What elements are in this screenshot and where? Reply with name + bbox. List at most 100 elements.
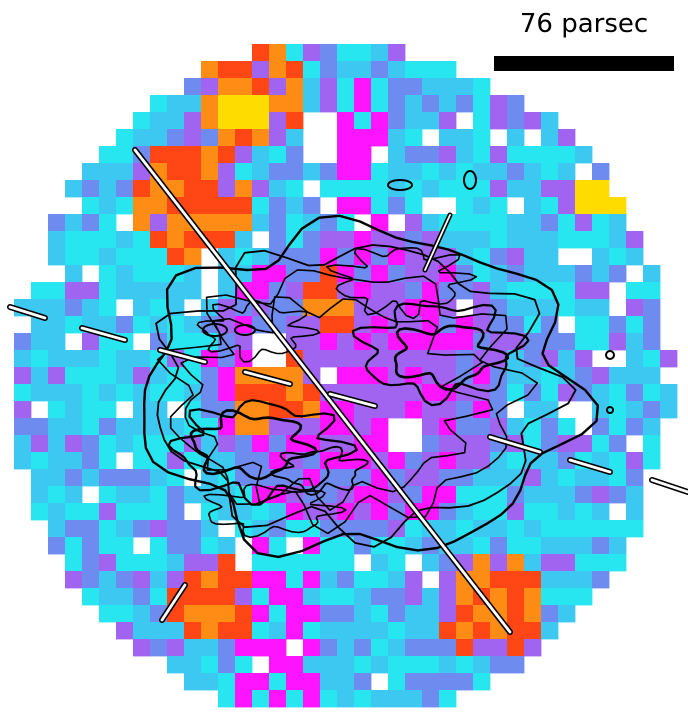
map-pixel (286, 112, 304, 130)
map-pixel (422, 690, 440, 708)
map-pixel (371, 418, 389, 436)
map-pixel (541, 401, 559, 419)
map-pixel (303, 248, 321, 266)
map-pixel (99, 520, 117, 538)
map-pixel (320, 605, 338, 623)
map-pixel (150, 333, 168, 351)
map-pixel (65, 554, 83, 572)
map-pixel (558, 469, 576, 487)
map-pixel (558, 554, 576, 572)
map-pixel (167, 503, 185, 521)
map-pixel (184, 656, 202, 674)
map-pixel (371, 520, 389, 538)
map-pixel (14, 452, 32, 470)
map-pixel (354, 639, 372, 657)
map-pixel (133, 401, 151, 419)
map-pixel (269, 537, 287, 555)
map-pixel (558, 197, 576, 215)
map-pixel (439, 571, 457, 589)
map-pixel (354, 673, 372, 691)
map-pixel (184, 605, 202, 623)
map-pixel (524, 112, 542, 130)
map-pixel (490, 333, 508, 351)
map-pixel (303, 78, 321, 96)
map-pixel (524, 503, 542, 521)
map-pixel (286, 571, 304, 589)
map-pixel (65, 435, 83, 453)
map-pixel (286, 588, 304, 606)
map-pixel (541, 537, 559, 555)
map-pixel (507, 384, 525, 402)
map-pixel (31, 503, 49, 521)
map-pixel (150, 384, 168, 402)
map-pixel (371, 384, 389, 402)
map-pixel (422, 146, 440, 164)
map-pixel (337, 690, 355, 708)
map-pixel (439, 282, 457, 300)
map-pixel (167, 656, 185, 674)
map-pixel (371, 571, 389, 589)
map-pixel (388, 44, 406, 62)
map-pixel (422, 214, 440, 232)
map-pixel (473, 435, 491, 453)
map-pixel (235, 418, 253, 436)
map-pixel (524, 588, 542, 606)
map-pixel (184, 231, 202, 249)
map-pixel (405, 673, 423, 691)
map-pixel (150, 520, 168, 538)
map-pixel (473, 469, 491, 487)
map-pixel (558, 299, 576, 317)
map-pixel (643, 299, 661, 317)
map-pixel (48, 452, 66, 470)
map-pixel (82, 554, 100, 572)
map-pixel (82, 401, 100, 419)
map-pixel (371, 78, 389, 96)
map-pixel (48, 435, 66, 453)
map-pixel (167, 282, 185, 300)
map-pixel (82, 503, 100, 521)
map-pixel (473, 418, 491, 436)
map-pixel (422, 673, 440, 691)
map-pixel (439, 656, 457, 674)
map-pixel (405, 95, 423, 113)
map-pixel (252, 503, 270, 521)
map-pixel (235, 469, 253, 487)
map-pixel (286, 180, 304, 198)
map-pixel (269, 231, 287, 249)
map-pixel (575, 537, 593, 555)
map-pixel (14, 367, 32, 385)
map-pixel (133, 418, 151, 436)
map-pixel (354, 418, 372, 436)
map-pixel (218, 112, 236, 130)
map-pixel (252, 384, 270, 402)
map-pixel (320, 299, 338, 317)
map-pixel (65, 299, 83, 317)
map-pixel (575, 367, 593, 385)
map-pixel (150, 129, 168, 147)
map-pixel (133, 197, 151, 215)
map-pixel (541, 622, 559, 640)
map-pixel (201, 520, 219, 538)
contour-line (156, 269, 539, 535)
map-pixel (490, 231, 508, 249)
map-pixel (541, 588, 559, 606)
map-pixel (507, 316, 525, 334)
map-pixel (167, 452, 185, 470)
map-pixel (82, 520, 100, 538)
map-pixel (31, 333, 49, 351)
map-pixel (218, 639, 236, 657)
map-pixel (371, 61, 389, 79)
map-pixel (201, 78, 219, 96)
map-pixel (405, 78, 423, 96)
map-pixel (82, 231, 100, 249)
map-pixel (422, 163, 440, 181)
map-pixel (473, 554, 491, 572)
map-pixel (388, 333, 406, 351)
map-pixel (473, 656, 491, 674)
map-pixel (303, 656, 321, 674)
map-pixel (201, 673, 219, 691)
map-pixel (269, 384, 287, 402)
map-pixel (303, 690, 321, 708)
map-pixel (201, 639, 219, 657)
map-pixel (286, 214, 304, 232)
